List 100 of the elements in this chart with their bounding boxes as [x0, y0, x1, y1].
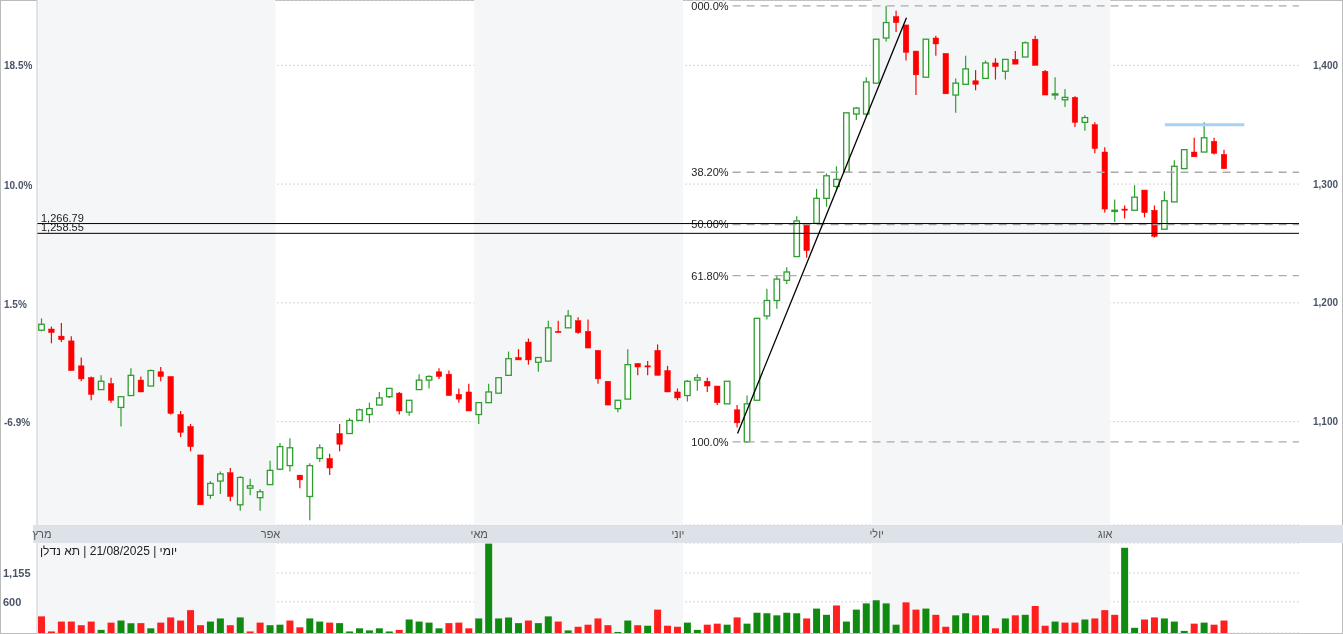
bar [1001, 618, 1009, 633]
bar [524, 620, 532, 633]
candlestick [108, 377, 115, 404]
bar [38, 616, 45, 633]
bar [1061, 622, 1069, 633]
candlestick [773, 274, 781, 310]
bar [1190, 623, 1198, 633]
candlestick [893, 10, 900, 33]
bar [991, 628, 999, 633]
y2-tick-label: 18.5% [4, 60, 33, 72]
candlestick [117, 396, 125, 428]
candlestick [505, 350, 512, 376]
bar [912, 609, 920, 633]
candlestick [734, 404, 741, 429]
bar [475, 618, 483, 633]
bar [266, 625, 274, 633]
annotation: 000.0% [691, 0, 729, 12]
bar [365, 630, 373, 633]
bar [1081, 619, 1089, 633]
bar [187, 610, 195, 633]
bar [813, 608, 821, 633]
candlestick [1091, 121, 1098, 154]
bar [1180, 630, 1188, 633]
bar [117, 620, 125, 633]
bar [514, 623, 522, 633]
bar [137, 623, 145, 633]
bar [127, 623, 135, 633]
bar [1091, 618, 1099, 633]
bar [773, 615, 781, 633]
bar [1071, 622, 1079, 633]
bar [703, 624, 711, 633]
bar [882, 603, 890, 633]
bar [1031, 605, 1039, 633]
bar [167, 617, 175, 633]
bar [226, 625, 234, 633]
candlestick [366, 402, 373, 424]
candlestick [1200, 121, 1208, 153]
candlestick [455, 387, 462, 404]
annotation: 38.20% [691, 166, 729, 179]
candlestick [972, 69, 979, 91]
bar [743, 623, 751, 633]
candlestick [882, 5, 890, 43]
candlestick [932, 35, 939, 57]
bar [415, 621, 423, 633]
annotation: 61.80% [691, 269, 729, 282]
bar [1170, 621, 1178, 633]
bar [435, 628, 443, 633]
bar [306, 618, 314, 633]
bar [405, 619, 413, 633]
bar [67, 621, 75, 633]
y-tick-label: 1,300 [1313, 178, 1339, 190]
bar [634, 625, 642, 633]
bar [465, 628, 473, 633]
x-tick-label: יולי [869, 528, 884, 540]
candlestick [425, 374, 433, 389]
y-tick-label: 1,100 [1313, 416, 1339, 428]
bar [1041, 625, 1049, 633]
candlestick [1081, 114, 1089, 132]
bar [892, 624, 900, 633]
bar [455, 622, 463, 633]
x-tick-label: מאי [470, 528, 488, 540]
bar [823, 614, 831, 633]
bar [673, 626, 681, 633]
candlestick [952, 77, 960, 114]
bar [793, 613, 801, 633]
candlestick [763, 288, 771, 321]
candlestick [465, 383, 472, 412]
candlestick [396, 391, 403, 416]
bar [1011, 615, 1019, 633]
bar [723, 624, 731, 633]
bar [97, 629, 105, 633]
bar [763, 613, 771, 633]
bar [326, 622, 334, 633]
bar [783, 612, 791, 633]
bar [1131, 627, 1139, 633]
candlestick [445, 369, 452, 397]
candlestick [992, 57, 999, 81]
bar [1150, 617, 1158, 633]
bar [803, 618, 811, 633]
bar [832, 605, 840, 633]
bar [206, 621, 214, 633]
bar [157, 622, 165, 633]
candlestick [1221, 149, 1227, 170]
bar [445, 623, 453, 633]
x-tick-label: אפר [260, 528, 281, 540]
candlestick [604, 380, 611, 406]
bar [256, 622, 264, 633]
bar [644, 625, 652, 633]
bar [862, 603, 870, 633]
bar [236, 617, 244, 633]
bar [872, 600, 880, 633]
y-tick-label: 1,200 [1313, 297, 1339, 309]
bar [87, 621, 95, 633]
bar [544, 616, 552, 633]
bar [1200, 622, 1208, 633]
candlestick [823, 172, 830, 208]
bar [336, 623, 344, 633]
y-tick-label: 1,155 [3, 566, 31, 579]
bar [286, 620, 294, 633]
bar [594, 618, 602, 633]
